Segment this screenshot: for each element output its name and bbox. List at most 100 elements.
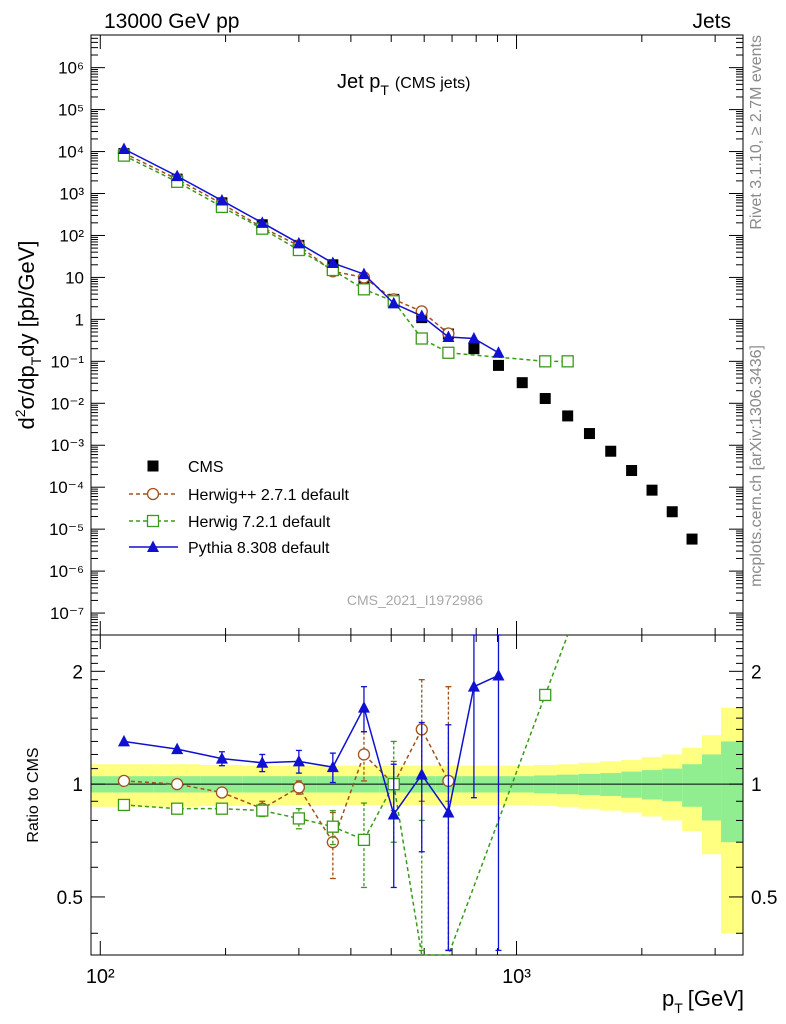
marker-square [516,377,528,389]
marker-open-square [415,332,428,345]
marker-square [686,533,698,545]
side-text-bottom: mcplots.cern.ch [arXiv:1306.3436] [748,345,765,587]
y-tick-label: 10⁻³ [50,436,84,455]
series-layer [117,142,698,956]
marker-triangle [387,807,400,820]
band-green [621,771,642,798]
marker-triangle [256,216,269,228]
x-tick-label: 10² [86,966,115,988]
ratio-series-3 [117,634,505,952]
marker-triangle [117,142,130,155]
header-left: 13000 GeV pp [104,10,239,33]
marker-triangle [171,742,184,755]
marker-square [147,460,159,472]
marker-open-square [357,833,371,847]
marker-open-square [256,804,269,817]
marker-open-circle [146,487,160,501]
side-text-top: Rivet 3.1.10, ≥ 2.7M events [748,35,765,230]
ratio-y-axis-label: Ratio to CMS [25,747,42,842]
band-green [662,768,683,802]
marker-triangle [357,701,370,713]
legend-entry: Herwig 7.2.1 default [188,514,331,531]
x-tick-label: 10³ [502,966,531,988]
y-tick-label: 10³ [59,185,84,204]
ratio-tick-label: 2 [72,662,83,683]
marker-square [626,465,638,477]
marker-triangle [215,752,228,764]
marker-open-circle [215,786,229,799]
y-tick-label: 10² [59,226,84,245]
marker-triangle [171,169,184,182]
marker-triangle [215,194,228,206]
marker-open-square [215,802,229,815]
marker-triangle [442,330,455,343]
marker-triangle [442,806,455,818]
legend-entry: Herwig++ 2.7.1 default [188,487,350,504]
marker-open-square [539,355,552,368]
marker-triangle [387,296,400,309]
ratio-uncertainty-bands [91,707,743,934]
marker-open-square [357,283,371,296]
marker-triangle [326,760,339,773]
band-green [702,754,722,821]
y-tick-label: 10⁻⁶ [49,562,84,581]
marker-open-square [539,688,552,702]
marker-open-square [117,798,131,812]
marker-square [583,428,595,440]
marker-triangle [415,309,428,322]
chart-title: Jet pT (CMS jets) [337,71,470,98]
marker-triangle [357,267,370,280]
ratio-line [123,634,569,956]
y-tick-label: 10⁴ [58,143,84,162]
series-2 [117,149,574,368]
x-axis-label: pT [GeV] [662,986,744,1016]
series-0 [118,147,698,545]
marker-triangle [415,768,428,780]
y-tick-label: 10⁻¹ [50,352,84,371]
marker-open-square [171,802,184,815]
marker-square [468,343,480,355]
marker-triangle [256,756,269,768]
marker-triangle [492,346,505,358]
marker-square [646,484,658,496]
y-tick-label: 1 [75,310,84,329]
marker-triangle [492,668,505,681]
ratio-tick-label-right: 0.5 [751,888,777,909]
header-right: Jets [692,10,731,33]
legend-entry: CMS [188,459,224,476]
ratio-tick-label: 1 [72,775,83,796]
ratio-tick-label: 0.5 [57,888,83,909]
y-tick-label: 10 [65,268,84,287]
marker-triangle [292,754,305,767]
marker-open-circle [357,748,371,761]
watermark: CMS_2021_I1972986 [347,592,483,608]
series-line [123,152,449,335]
ratio-tick-label-right: 1 [751,775,762,796]
marker-triangle [467,680,480,692]
band-green [682,764,703,807]
marker-square [492,359,504,371]
marker-square [666,506,678,518]
band-green [721,741,743,843]
series-line [123,148,499,354]
marker-triangle [326,256,339,269]
axes: 10² 10³ 10⁻⁷ 10⁻⁶ 10⁻⁵ 10⁻⁴ 10⁻³ 10⁻² 10⁻¹ 1 10 10²… [49,34,777,988]
ratio-tick-label-right: 2 [751,662,762,683]
marker-open-square [146,514,160,528]
marker-open-circle [171,777,184,791]
legend-entry: Pythia 8.308 default [188,540,330,557]
marker-open-circle [292,781,306,794]
y-tick-label: 10⁵ [58,101,84,120]
marker-triangle [117,734,130,747]
plot-frame [90,34,744,956]
marker-open-square [292,812,306,825]
y-tick-label: 10⁻⁴ [49,478,84,497]
y-axis-label: d2σ/dpTdy [pb/GeV] [12,241,44,430]
marker-open-square [326,820,339,833]
marker-open-circle [117,774,131,788]
marker-square [539,393,551,405]
marker-open-square [442,346,455,359]
y-tick-label: 10⁻² [50,394,84,413]
series-line [123,154,568,363]
